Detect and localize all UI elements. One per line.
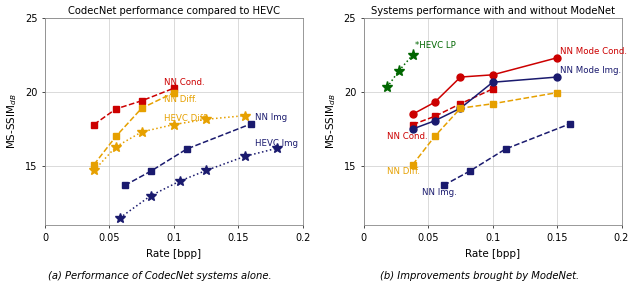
- Text: *HEVC LP: *HEVC LP: [415, 41, 456, 50]
- Text: (a) Performance of CodecNet systems alone.: (a) Performance of CodecNet systems alon…: [48, 271, 272, 281]
- Text: NN Mode Img.: NN Mode Img.: [560, 66, 621, 75]
- Text: HEVC Diff.: HEVC Diff.: [164, 114, 207, 123]
- Title: CodecNet performance compared to HEVC: CodecNet performance compared to HEVC: [68, 6, 280, 16]
- Y-axis label: MS-SSIM$_{dB}$: MS-SSIM$_{dB}$: [324, 94, 338, 149]
- Title: Systems performance with and without ModeNet: Systems performance with and without Mod…: [371, 6, 614, 16]
- Text: NN Mode Cond.: NN Mode Cond.: [560, 47, 627, 56]
- Y-axis label: MS-SSIM$_{dB}$: MS-SSIM$_{dB}$: [6, 94, 19, 149]
- Text: (b) Improvements brought by ModeNet.: (b) Improvements brought by ModeNet.: [380, 271, 580, 281]
- X-axis label: Rate [bpp]: Rate [bpp]: [147, 248, 202, 258]
- Text: NN Diff.: NN Diff.: [164, 95, 196, 104]
- Text: NN Img.: NN Img.: [422, 188, 456, 197]
- Text: NN Cond.: NN Cond.: [387, 132, 428, 141]
- Text: HEVC Img: HEVC Img: [255, 139, 298, 148]
- Text: NN Img: NN Img: [255, 112, 287, 122]
- X-axis label: Rate [bpp]: Rate [bpp]: [465, 248, 520, 258]
- Text: NN Diff.: NN Diff.: [387, 168, 420, 176]
- Text: NN Cond.: NN Cond.: [164, 78, 204, 87]
